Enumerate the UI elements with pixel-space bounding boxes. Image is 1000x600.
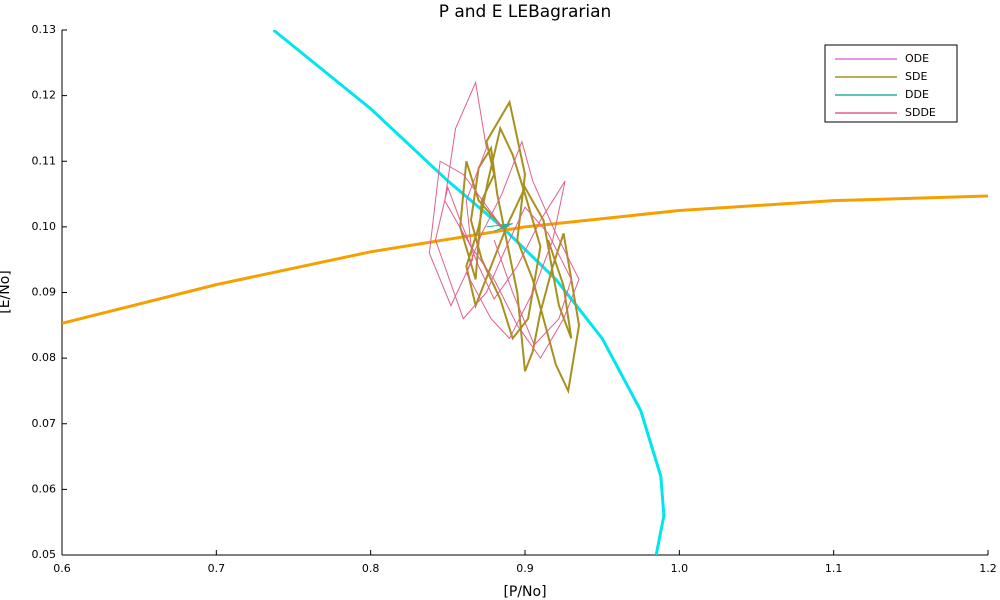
series-line	[459, 99, 581, 395]
x-tick-label: 1.0	[671, 562, 689, 575]
y-tick-label: 0.10	[32, 220, 57, 233]
x-tick-label: 1.2	[979, 562, 997, 575]
y-tick-label: 0.09	[32, 286, 57, 299]
y-tick-label: 0.06	[32, 482, 57, 495]
legend-label: ODE	[905, 52, 929, 65]
x-axis-label: [P/No]	[503, 584, 546, 600]
chart-title: P and E LEBagrarian	[439, 2, 612, 22]
y-tick-label: 0.13	[32, 23, 57, 36]
y-tick-label: 0.12	[32, 89, 57, 102]
nullcline	[62, 194, 988, 325]
y-axis-label: [E/No]	[0, 270, 13, 314]
legend-label: SDDE	[905, 106, 936, 119]
x-tick-label: 0.9	[516, 562, 534, 575]
x-tick-label: 0.7	[208, 562, 226, 575]
series-line	[428, 80, 580, 360]
legend-label: SDE	[905, 70, 927, 83]
nullcline	[272, 30, 666, 555]
y-tick-label: 0.11	[32, 154, 57, 167]
legend-box	[824, 44, 958, 123]
x-tick-label: 0.6	[53, 562, 71, 575]
y-tick-label: 0.07	[32, 417, 57, 430]
x-tick-label: 1.1	[825, 562, 843, 575]
y-tick-label: 0.05	[32, 548, 57, 561]
legend-label: DDE	[905, 88, 929, 101]
y-tick-label: 0.08	[32, 351, 57, 364]
series-line	[486, 223, 513, 232]
x-tick-label: 0.8	[362, 562, 380, 575]
